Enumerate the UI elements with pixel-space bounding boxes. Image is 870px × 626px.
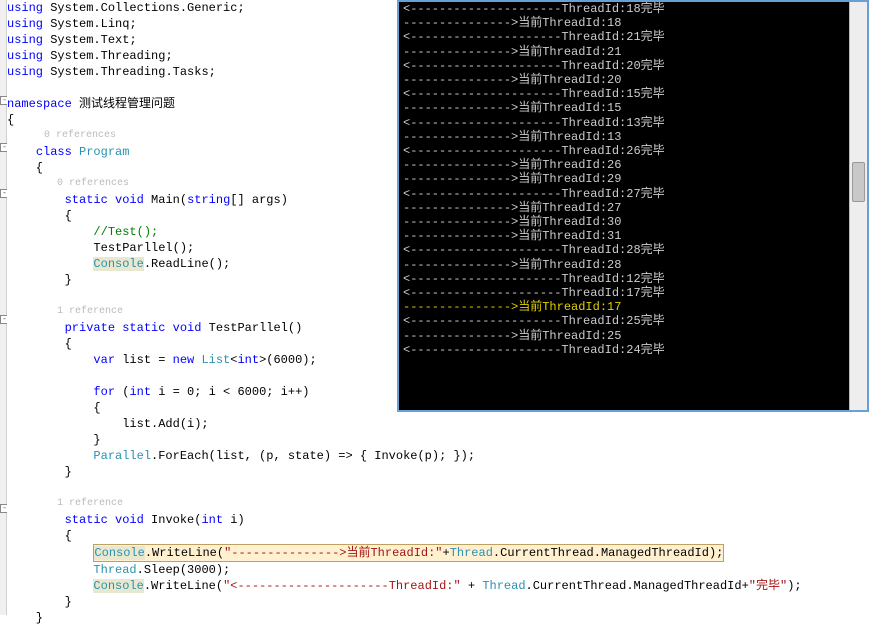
console-line: --------------->当前ThreadId:20	[403, 73, 863, 87]
console-line: <---------------------ThreadId:26完毕	[403, 144, 863, 158]
console-line: --------------->当前ThreadId:26	[403, 158, 863, 172]
console-line: --------------->当前ThreadId:15	[403, 101, 863, 115]
console-line: <---------------------ThreadId:25完毕	[403, 314, 863, 328]
type-ref: Parallel	[93, 449, 151, 463]
comment: //Test();	[93, 225, 158, 239]
type-ref: Console	[93, 257, 143, 271]
console-line: --------------->当前ThreadId:21	[403, 45, 863, 59]
console-line: --------------->当前ThreadId:31	[403, 229, 863, 243]
console-line: <---------------------ThreadId:13完毕	[403, 116, 863, 130]
namespace-ref: System.Linq	[50, 17, 129, 31]
console-line: --------------->当前ThreadId:27	[403, 201, 863, 215]
editor-gutter: - - - - -	[0, 0, 7, 615]
console-line: <---------------------ThreadId:17完毕	[403, 286, 863, 300]
console-line: <---------------------ThreadId:28完毕	[403, 243, 863, 257]
console-scrollbar[interactable]	[849, 2, 867, 410]
console-line: <---------------------ThreadId:21完毕	[403, 30, 863, 44]
namespace-ref: System.Text	[50, 33, 129, 47]
console-line: <---------------------ThreadId:27完毕	[403, 187, 863, 201]
console-line: --------------->当前ThreadId:29	[403, 172, 863, 186]
method-name: Invoke	[151, 513, 194, 527]
highlighted-line: Console.WriteLine("--------------->当前Thr…	[93, 544, 724, 562]
console-line: <---------------------ThreadId:15完毕	[403, 87, 863, 101]
console-line: <---------------------ThreadId:18完毕	[403, 2, 863, 16]
namespace-ref: System.Collections.Generic	[50, 1, 237, 15]
references-hint[interactable]: 1 reference	[57, 496, 870, 512]
console-line: <---------------------ThreadId:20完毕	[403, 59, 863, 73]
console-line: <---------------------ThreadId:24完毕	[403, 343, 863, 357]
method-name: TestParllel()	[209, 321, 303, 335]
console-line: --------------->当前ThreadId:25	[403, 329, 863, 343]
namespace-name: 测试线程管理问题	[79, 97, 175, 111]
console-line: --------------->当前ThreadId:18	[403, 16, 863, 30]
method-call: TestParllel();	[93, 241, 194, 255]
console-line: --------------->当前ThreadId:17	[403, 300, 863, 314]
console-output: <---------------------ThreadId:18完毕-----…	[399, 2, 867, 357]
class-name: Program	[79, 145, 129, 159]
console-line: --------------->当前ThreadId:28	[403, 258, 863, 272]
namespace-ref: System.Threading	[50, 49, 165, 63]
namespace-ref: System.Threading.Tasks	[50, 65, 208, 79]
keyword: using	[7, 1, 43, 15]
method-name: Main	[151, 193, 180, 207]
scrollbar-thumb[interactable]	[852, 162, 865, 202]
console-line: --------------->当前ThreadId:30	[403, 215, 863, 229]
console-line: <---------------------ThreadId:12完毕	[403, 272, 863, 286]
console-line: --------------->当前ThreadId:13	[403, 130, 863, 144]
statement: list.Add(i);	[122, 417, 208, 431]
console-window[interactable]: <---------------------ThreadId:18完毕-----…	[397, 0, 869, 412]
